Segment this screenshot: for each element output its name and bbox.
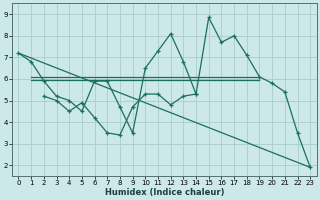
X-axis label: Humidex (Indice chaleur): Humidex (Indice chaleur) [105, 188, 224, 197]
